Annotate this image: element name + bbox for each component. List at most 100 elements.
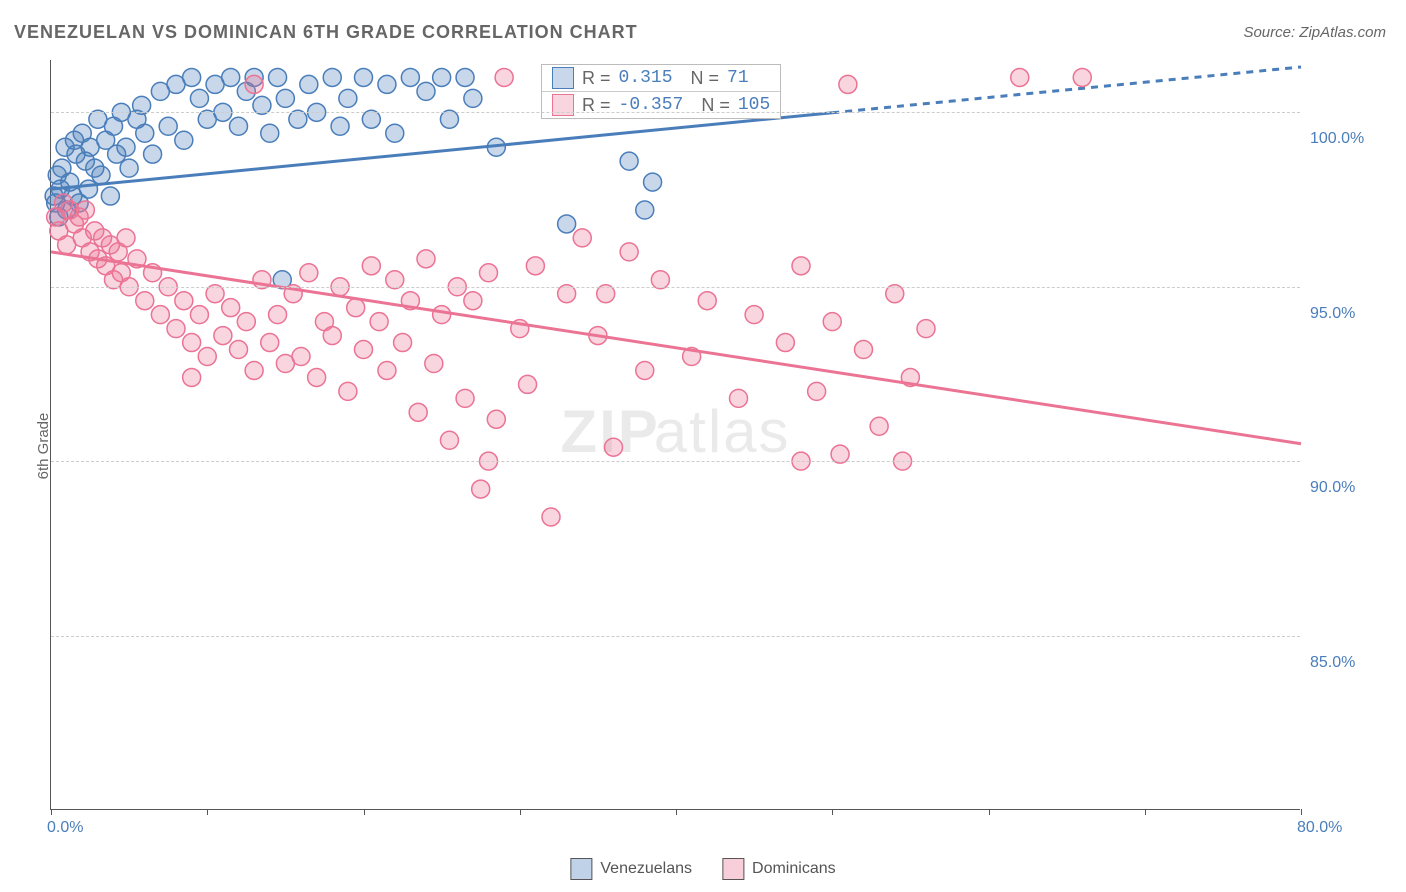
scatter-point [300,264,318,282]
scatter-point [472,480,490,498]
x-tick-mark [207,809,208,815]
scatter-point [101,187,119,205]
scatter-point [386,124,404,142]
scatter-point [151,306,169,324]
scatter-point [92,166,110,184]
scatter-point [261,334,279,352]
scatter-point [300,75,318,93]
scatter-point [175,292,193,310]
gridline-h [51,287,1300,288]
scatter-point [331,117,349,135]
y-tick-label: 100.0% [1310,130,1390,148]
plot-area: ZIPatlas R = 0.315 N = 71 R = -0.357 N =… [50,60,1300,810]
scatter-point [222,68,240,86]
x-tick-mark [832,809,833,815]
legend-label: Venezuelans [600,860,692,877]
scatter-point [823,313,841,331]
scatter-point [117,138,135,156]
scatter-point [230,341,248,359]
stats-row: R = 0.315 N = 71 [542,65,780,92]
legend-item: Dominicans [722,858,836,880]
scatter-point [362,257,380,275]
scatter-point [198,348,216,366]
scatter-point [573,229,591,247]
scatter-point [433,306,451,324]
scatter-point [394,334,412,352]
gridline-h [51,461,1300,462]
scatter-point [558,215,576,233]
scatter-point [120,159,138,177]
scatter-point [167,320,185,338]
scatter-point [378,361,396,379]
scatter-point [605,438,623,456]
scatter-point [464,89,482,107]
stat-r: 0.315 [619,68,673,88]
legend-swatch [722,858,744,880]
scatter-point [76,201,94,219]
scatter-point [355,341,373,359]
scatter-point [620,152,638,170]
scatter-point [855,341,873,359]
trend-line-extrapolated [832,67,1301,113]
scatter-point [190,89,208,107]
scatter-point [456,389,474,407]
scatter-point [698,292,716,310]
legend-item: Venezuelans [570,858,692,880]
scatter-point [323,327,341,345]
scatter-point [839,75,857,93]
x-tick-label: 0.0% [47,819,83,837]
scatter-point [183,334,201,352]
scatter-point [269,306,287,324]
scatter-point [1073,68,1091,86]
x-tick-mark [676,809,677,815]
scatter-point [136,292,154,310]
scatter-point [917,320,935,338]
scatter-point [636,201,654,219]
scatter-point [190,306,208,324]
scatter-point [276,89,294,107]
scatter-point [323,68,341,86]
scatter-point [230,117,248,135]
legend-swatch [570,858,592,880]
stats-swatch [552,67,574,89]
scatter-point [370,313,388,331]
scatter-point [417,82,435,100]
scatter-point [417,250,435,268]
scatter-point [175,131,193,149]
scatter-point [409,403,427,421]
scatter-point [339,382,357,400]
scatter-point [245,361,263,379]
scatter-point [378,75,396,93]
scatter-point [80,180,98,198]
scatter-point [144,145,162,163]
scatter-point [487,410,505,428]
gridline-h [51,112,1300,113]
source-label: Source: ZipAtlas.com [1243,24,1386,41]
scatter-point [792,257,810,275]
scatter-point [440,431,458,449]
legend: Venezuelans Dominicans [570,858,835,880]
scatter-point [222,299,240,317]
scatter-point [808,382,826,400]
scatter-svg [51,60,1301,810]
scatter-point [347,299,365,317]
scatter-point [308,368,326,386]
x-tick-mark [520,809,521,815]
chart-title: VENEZUELAN VS DOMINICAN 6TH GRADE CORREL… [14,22,638,43]
x-tick-mark [989,809,990,815]
scatter-point [636,361,654,379]
scatter-point [480,264,498,282]
x-tick-mark [51,809,52,815]
scatter-point [519,375,537,393]
scatter-point [237,313,255,331]
legend-label: Dominicans [752,860,836,877]
scatter-point [1011,68,1029,86]
chart-container: VENEZUELAN VS DOMINICAN 6TH GRADE CORREL… [0,0,1406,892]
y-tick-label: 95.0% [1310,305,1390,323]
scatter-point [159,117,177,135]
scatter-point [401,68,419,86]
scatter-point [870,417,888,435]
scatter-point [745,306,763,324]
scatter-point [456,68,474,86]
scatter-point [464,292,482,310]
